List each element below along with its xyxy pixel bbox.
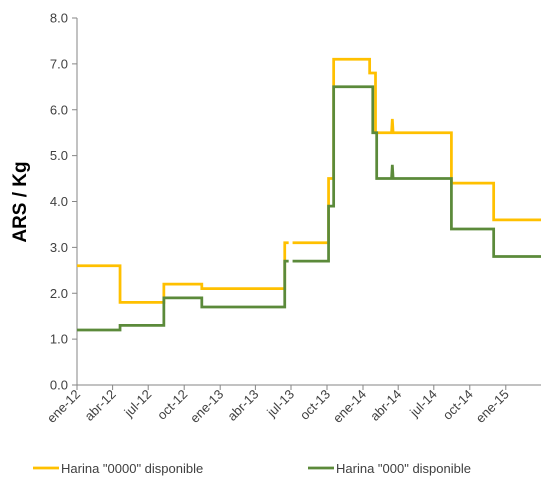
x-tick-label: abr-14	[367, 387, 404, 424]
legend-label-2: Harina "000" disponible	[336, 461, 471, 476]
y-tick-label: 4.0	[50, 194, 68, 209]
series-lines	[77, 57, 541, 332]
y-axis-label: ARS / Kg	[10, 161, 31, 242]
x-tick-label: oct-12	[154, 387, 190, 423]
x-tick-label: jul-12	[121, 387, 155, 421]
x-tick-label: abr-13	[224, 387, 261, 424]
y-tick-label: 5.0	[50, 148, 68, 163]
x-tick-label: ene-15	[473, 387, 512, 426]
series-line-1	[77, 57, 541, 304]
x-tick-label: ene-13	[187, 387, 226, 426]
y-tick-label: 2.0	[50, 286, 68, 301]
legend-label-1: Harina "0000" disponible	[61, 461, 203, 476]
x-tick-label: jul-14	[406, 387, 440, 421]
x-tick-label: abr-12	[82, 387, 119, 424]
y-tick-label: 1.0	[50, 332, 68, 347]
x-tick-label: oct-14	[440, 387, 476, 423]
y-tick-label: 6.0	[50, 102, 68, 117]
y-tick-label: 7.0	[50, 56, 68, 71]
y-tick-label: 8.0	[50, 11, 68, 26]
y-axis: 0.0 1.0 2.0 3.0 4.0 5.0 6.0 7.0 8.0	[50, 11, 78, 393]
x-tick-label: ene-14	[330, 387, 369, 426]
x-tick-label: oct-13	[297, 387, 333, 423]
x-tick-label: jul-13	[263, 387, 297, 421]
legend: Harina "0000" disponible Harina "000" dis…	[33, 461, 471, 476]
y-tick-label: 3.0	[50, 240, 68, 255]
y-tick-label: 0.0	[50, 378, 68, 393]
series-line-2	[77, 85, 541, 332]
